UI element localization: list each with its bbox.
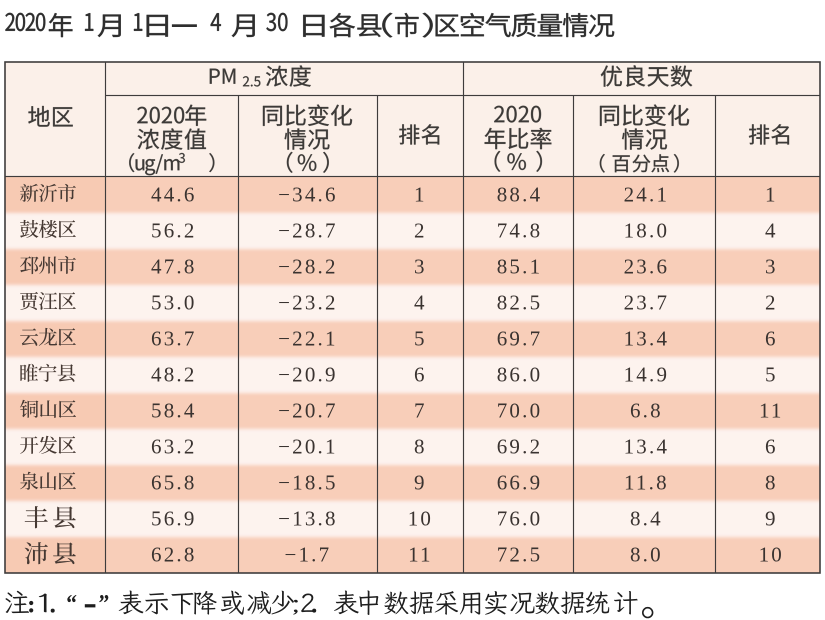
svg-text:3: 3 [414, 255, 427, 279]
svg-text:44.6: 44.6 [151, 183, 197, 207]
svg-text:1: 1 [765, 183, 778, 207]
svg-text:−20.9: −20.9 [278, 363, 338, 387]
svg-text:23.7: 23.7 [624, 291, 670, 315]
svg-text:2: 2 [414, 219, 427, 243]
svg-text:48.2: 48.2 [151, 363, 197, 387]
svg-text:56.2: 56.2 [151, 219, 197, 243]
svg-text:−22.1: −22.1 [278, 327, 338, 351]
svg-text:69.2: 69.2 [497, 435, 543, 459]
svg-text:53.0: 53.0 [151, 291, 197, 315]
svg-text:69.7: 69.7 [497, 327, 543, 351]
svg-text:−20.1: −20.1 [278, 435, 338, 459]
svg-text:6: 6 [765, 435, 778, 459]
svg-text:62.8: 62.8 [151, 543, 197, 567]
svg-text:74.8: 74.8 [497, 219, 543, 243]
svg-text:−28.7: −28.7 [278, 219, 338, 243]
svg-text:7: 7 [414, 399, 427, 423]
svg-text:13.4: 13.4 [624, 327, 670, 351]
svg-text:88.4: 88.4 [497, 183, 543, 207]
svg-text:13.4: 13.4 [624, 435, 670, 459]
svg-text:24.1: 24.1 [624, 183, 670, 207]
svg-text:−18.5: −18.5 [278, 471, 338, 495]
svg-text:5: 5 [414, 327, 427, 351]
svg-text:10: 10 [759, 543, 784, 567]
svg-text:72.5: 72.5 [497, 543, 543, 567]
svg-text:6: 6 [414, 363, 427, 387]
svg-text:−23.2: −23.2 [278, 291, 338, 315]
svg-text:11: 11 [759, 399, 784, 423]
svg-text:56.9: 56.9 [151, 507, 197, 531]
svg-text:82.5: 82.5 [497, 291, 543, 315]
svg-text:76.0: 76.0 [497, 507, 543, 531]
svg-text:2: 2 [765, 291, 778, 315]
svg-text:9: 9 [765, 507, 778, 531]
svg-text:65.8: 65.8 [151, 471, 197, 495]
svg-text:4: 4 [414, 291, 427, 315]
svg-text:−34.6: −34.6 [278, 183, 338, 207]
svg-text:10: 10 [408, 507, 433, 531]
svg-text:47.8: 47.8 [151, 255, 197, 279]
svg-text:85.1: 85.1 [497, 255, 543, 279]
svg-text:1: 1 [414, 183, 427, 207]
svg-text:6: 6 [765, 327, 778, 351]
svg-text:63.7: 63.7 [151, 327, 197, 351]
svg-text:58.4: 58.4 [151, 399, 197, 423]
svg-text:66.9: 66.9 [497, 471, 543, 495]
svg-text:86.0: 86.0 [497, 363, 543, 387]
svg-text:18.0: 18.0 [624, 219, 670, 243]
svg-text:63.2: 63.2 [151, 435, 197, 459]
svg-text:8: 8 [765, 471, 778, 495]
svg-text:6.8: 6.8 [630, 399, 663, 423]
svg-text:8.4: 8.4 [630, 507, 663, 531]
svg-text:14.9: 14.9 [624, 363, 670, 387]
svg-text:70.0: 70.0 [497, 399, 543, 423]
svg-text:5: 5 [765, 363, 778, 387]
svg-text:−28.2: −28.2 [278, 255, 338, 279]
svg-text:−13.8: −13.8 [278, 507, 338, 531]
svg-text:4: 4 [765, 219, 778, 243]
svg-text:3: 3 [765, 255, 778, 279]
svg-text:8: 8 [414, 435, 427, 459]
svg-text:−20.7: −20.7 [278, 399, 338, 423]
svg-text:11: 11 [408, 543, 433, 567]
svg-text:11.8: 11.8 [624, 471, 669, 495]
svg-text:8.0: 8.0 [630, 543, 663, 567]
svg-text:−1.7: −1.7 [284, 543, 331, 567]
svg-text:23.6: 23.6 [624, 255, 670, 279]
svg-text:9: 9 [414, 471, 427, 495]
